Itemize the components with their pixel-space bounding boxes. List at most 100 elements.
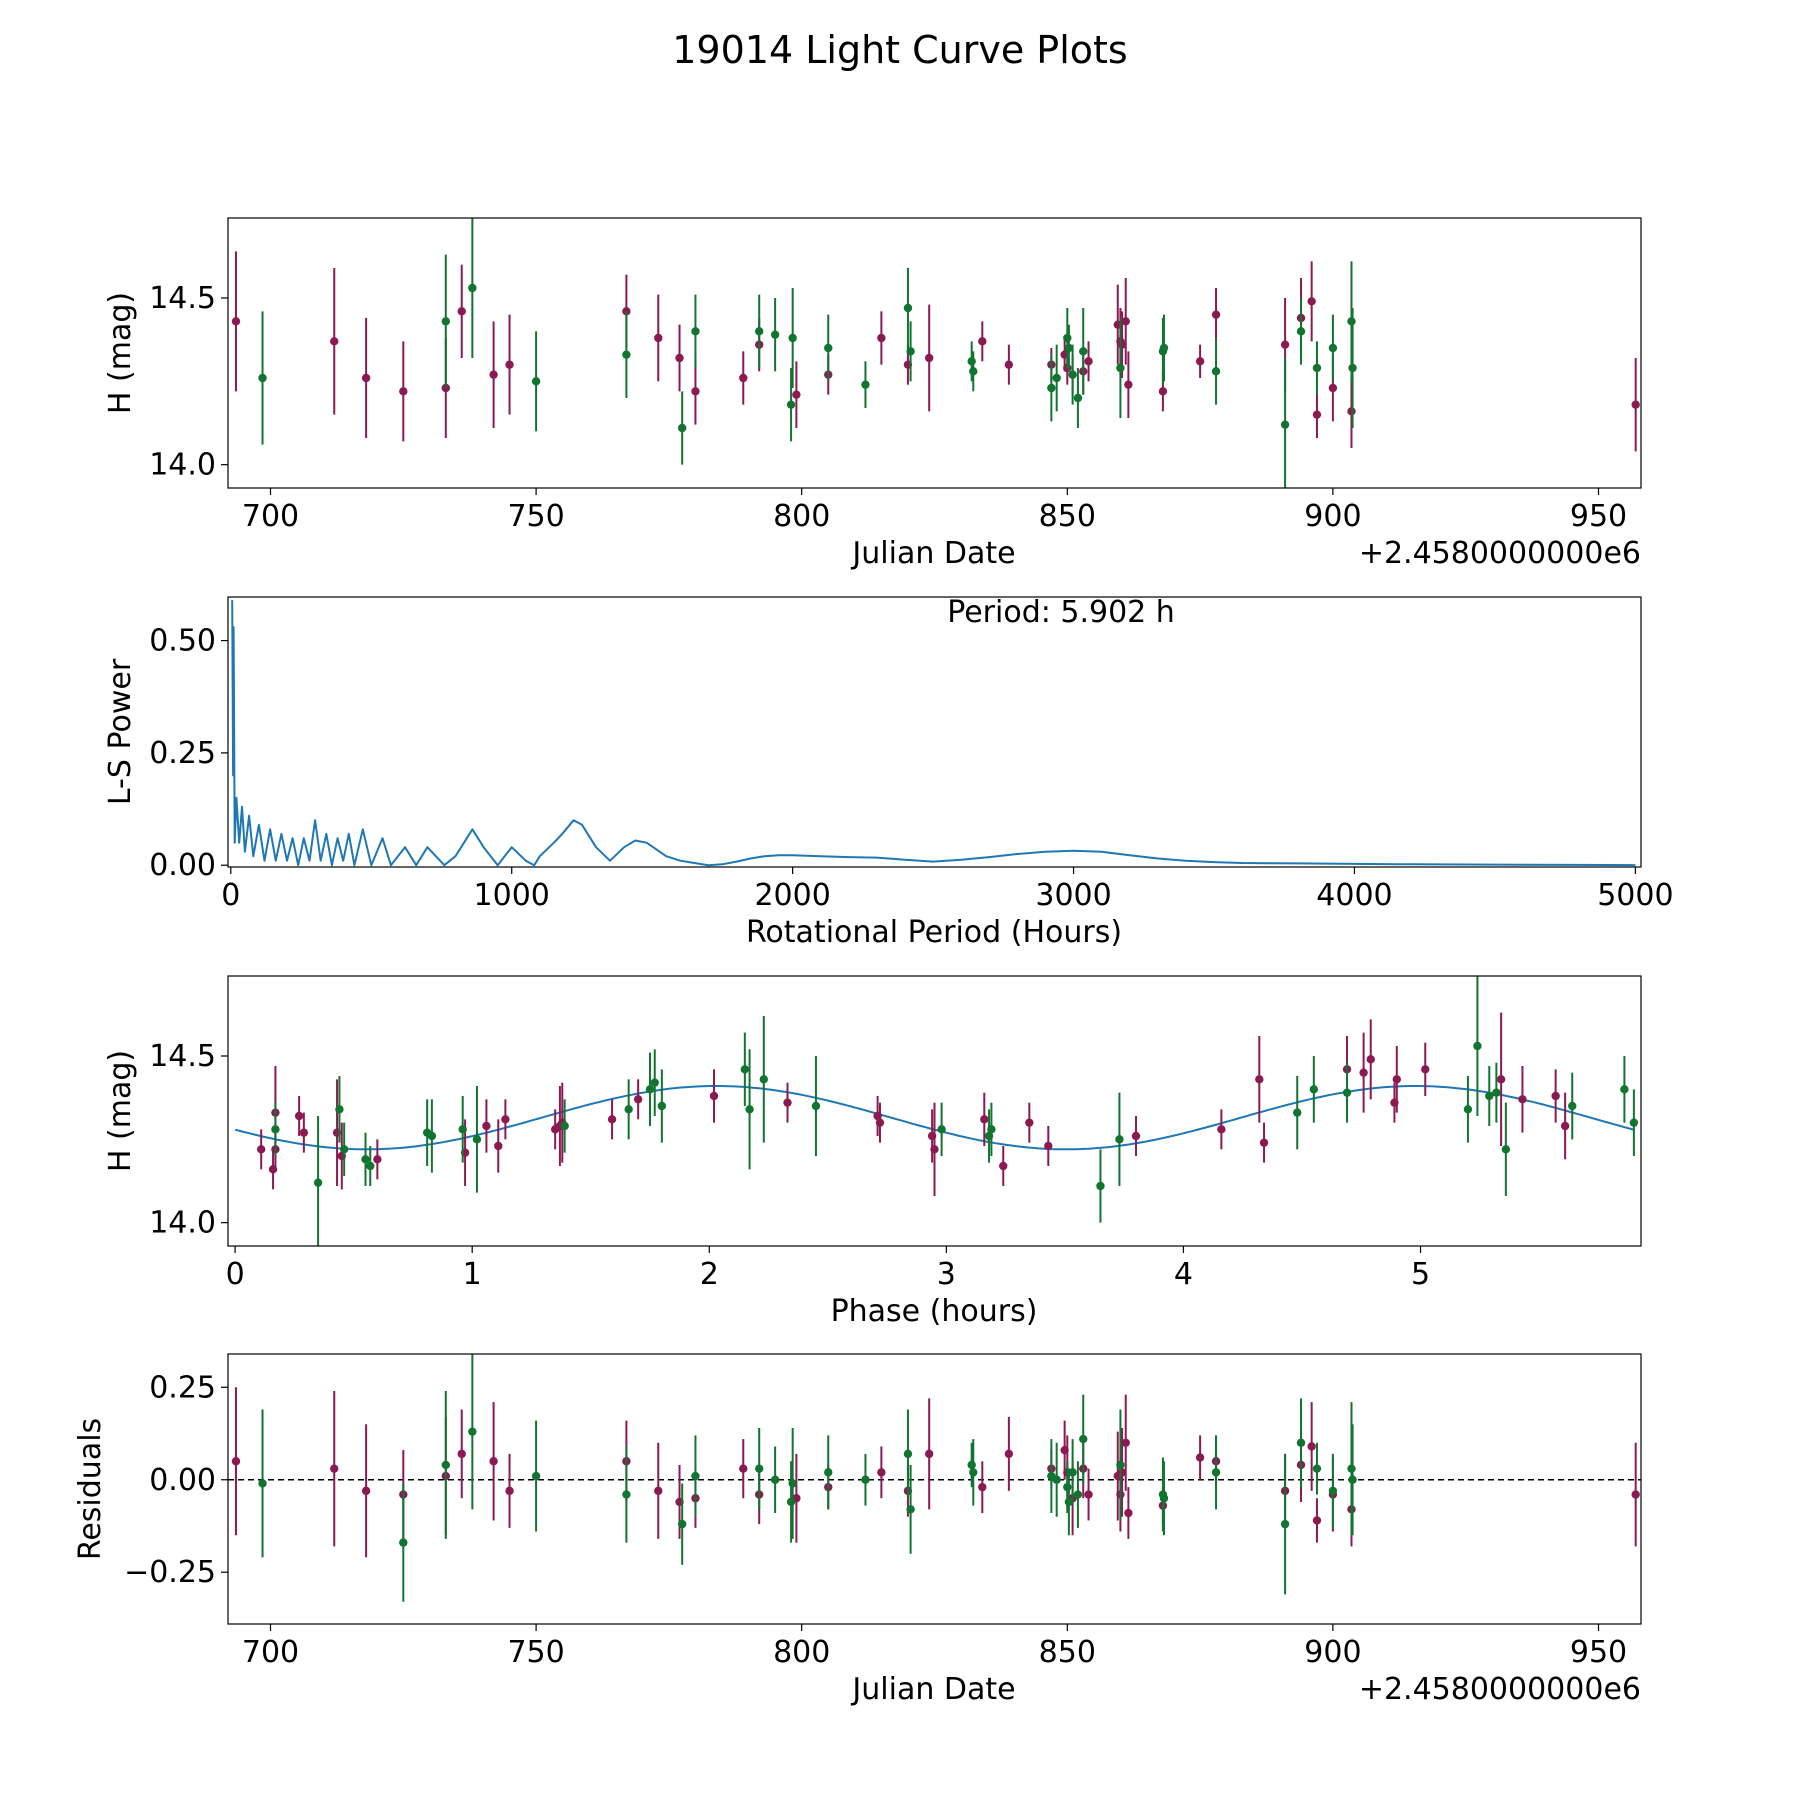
residuals-offset-label: +2.4580000000e6: [1359, 1672, 1641, 1707]
light-curve-offset-label: +2.4580000000e6: [1359, 536, 1641, 571]
residuals-panel: 700 750 800 850 900 950 −0.25 0.00 0.25 Julian D…: [73, 1353, 1642, 1707]
light-curve-band-a-point: [1631, 400, 1640, 409]
residuals-band-a-point: [1124, 1508, 1133, 1518]
residuals-band-a-point: [978, 1482, 987, 1492]
periodogram-ytick-label: 0.25: [149, 736, 216, 771]
light-curve-band-a-point: [675, 353, 684, 363]
periodogram-line: [231, 600, 1636, 867]
light-curve-band-b-point: [861, 380, 870, 389]
phase-fold-band-b-point: [361, 1155, 370, 1164]
phase-fold-band-a-point: [1518, 1095, 1527, 1104]
residuals-band-b-point: [1116, 1460, 1125, 1470]
phase-fold-band-b-point: [1342, 1088, 1352, 1097]
residuals-band-b-point: [903, 1449, 913, 1459]
light-curve-band-a-point: [622, 307, 631, 316]
residuals-band-b-point: [967, 1460, 976, 1470]
light-curve-band-a-point: [978, 337, 987, 346]
residuals-band-b-point: [531, 1471, 541, 1481]
light-curve-band-a-point: [330, 337, 339, 346]
residuals-band-a-point: [489, 1457, 498, 1466]
residuals-band-a-point: [1631, 1490, 1640, 1499]
residuals-band-b-point: [1079, 1434, 1088, 1444]
phase-fold-band-b-point: [1620, 1085, 1629, 1094]
light-curve-band-b-point: [755, 327, 764, 336]
phase-fold-band-a-point: [1421, 1065, 1430, 1074]
phase-fold-band-b-point: [1309, 1085, 1319, 1094]
light-curve-band-b-point: [1348, 363, 1357, 373]
phase-fold-band-b-point: [1629, 1118, 1639, 1127]
residuals-band-a-point: [330, 1464, 339, 1473]
residuals-band-b-point: [441, 1460, 450, 1470]
phase-fold-band-b-point: [1473, 1041, 1482, 1051]
phase-fold-xtick-label: 2: [700, 1257, 719, 1292]
phase-fold-band-b-point: [427, 1131, 437, 1141]
light-curve-band-b-point: [906, 347, 915, 356]
residuals-band-b-point: [399, 1538, 408, 1547]
residuals-band-b-point: [788, 1479, 797, 1488]
light-curve-band-b-point: [1063, 333, 1072, 343]
phase-fold-band-b-point: [740, 1065, 750, 1074]
residuals-band-a-point: [739, 1464, 748, 1473]
phase-fold-band-b-point: [745, 1105, 754, 1114]
light-curve-panel: 700 750 800 850 900 950 14.0 14.5 Julian Date +…: [103, 217, 1642, 571]
light-curve-band-b-point: [1280, 420, 1290, 429]
phase-fold-band-b-point: [339, 1145, 349, 1154]
phase-fold-band-b-point: [1492, 1088, 1501, 1097]
periodogram-xtick-label: 0: [221, 878, 240, 913]
phase-fold-band-b-point: [624, 1105, 633, 1114]
light-curve-band-b-point: [967, 357, 976, 366]
phase-fold-band-a-point: [1551, 1091, 1560, 1101]
residuals-band-b-point: [1280, 1519, 1290, 1529]
light-curve-band-b-point: [1073, 393, 1083, 403]
periodogram-xtick-label: 2000: [754, 878, 830, 913]
light-curve-band-b-point: [1116, 363, 1125, 373]
residuals-band-b-point: [1312, 1464, 1322, 1473]
phase-fold-xtick-label: 0: [226, 1257, 245, 1292]
residuals-band-b-point: [1211, 1468, 1221, 1477]
residuals-band-b-point: [691, 1471, 700, 1481]
light-curve-xlabel: Julian Date: [850, 536, 1015, 571]
figure-title: 19014 Light Curve Plots: [672, 28, 1127, 72]
light-curve-ytick-label: 14.0: [149, 448, 216, 483]
phase-fold-xtick-label: 3: [937, 1257, 956, 1292]
phase-fold-band-a-point: [1131, 1131, 1141, 1141]
residuals-band-b-point: [1348, 1475, 1357, 1484]
phase-fold-band-b-point: [987, 1125, 996, 1134]
light-curve-band-b-point: [531, 377, 541, 386]
phase-fold-band-a-point: [875, 1118, 885, 1127]
light-curve-band-a-point: [1195, 357, 1205, 366]
light-curve-xtick-label: 700: [242, 499, 299, 534]
phase-fold-band-b-point: [366, 1161, 375, 1171]
light-curve-band-a-point: [399, 387, 408, 396]
periodogram-ytick-label: 0.00: [149, 848, 216, 883]
residuals-band-b-point: [468, 1427, 477, 1436]
residuals-band-b-point: [1068, 1468, 1077, 1477]
light-curve-band-a-point: [1124, 380, 1133, 389]
residuals-band-b-point: [786, 1497, 796, 1507]
phase-fold-band-a-point: [1044, 1141, 1053, 1151]
residuals-ytick-label: 0.00: [149, 1463, 216, 1498]
phase-fold-band-b-point: [1485, 1091, 1494, 1101]
light-curve-band-a-point: [1158, 387, 1168, 396]
light-curve-band-a-point: [924, 353, 934, 363]
phase-fold-band-b-point: [313, 1178, 323, 1187]
light-curve-band-b-point: [786, 400, 796, 409]
residuals-band-b-point: [1159, 1494, 1169, 1503]
residuals-band-a-point: [1004, 1449, 1014, 1459]
light-curve-band-a-point: [1307, 297, 1316, 306]
light-curve-xtick-label: 950: [1570, 499, 1627, 534]
light-curve-band-b-point: [1211, 367, 1221, 376]
residuals-xtick-label: 900: [1304, 1635, 1361, 1670]
phase-fold-band-a-point: [482, 1121, 491, 1131]
phase-fold-band-b-point: [472, 1135, 482, 1144]
light-curve-xtick-label: 750: [507, 499, 564, 534]
residuals-band-b-point: [969, 1468, 978, 1477]
residuals-band-a-point: [457, 1449, 466, 1459]
phase-fold-band-b-point: [1115, 1135, 1124, 1144]
light-curve-band-b-point: [903, 303, 913, 313]
periodogram-xtick-label: 3000: [1035, 878, 1111, 913]
light-curve-band-a-point: [654, 333, 663, 343]
light-curve-band-a-point: [877, 333, 886, 343]
light-curve-band-b-point: [1296, 327, 1306, 336]
phase-fold-panel: 0 1 2 3 4 5 14.0 14.5 Phase (hours) H (mag): [103, 975, 1642, 1329]
